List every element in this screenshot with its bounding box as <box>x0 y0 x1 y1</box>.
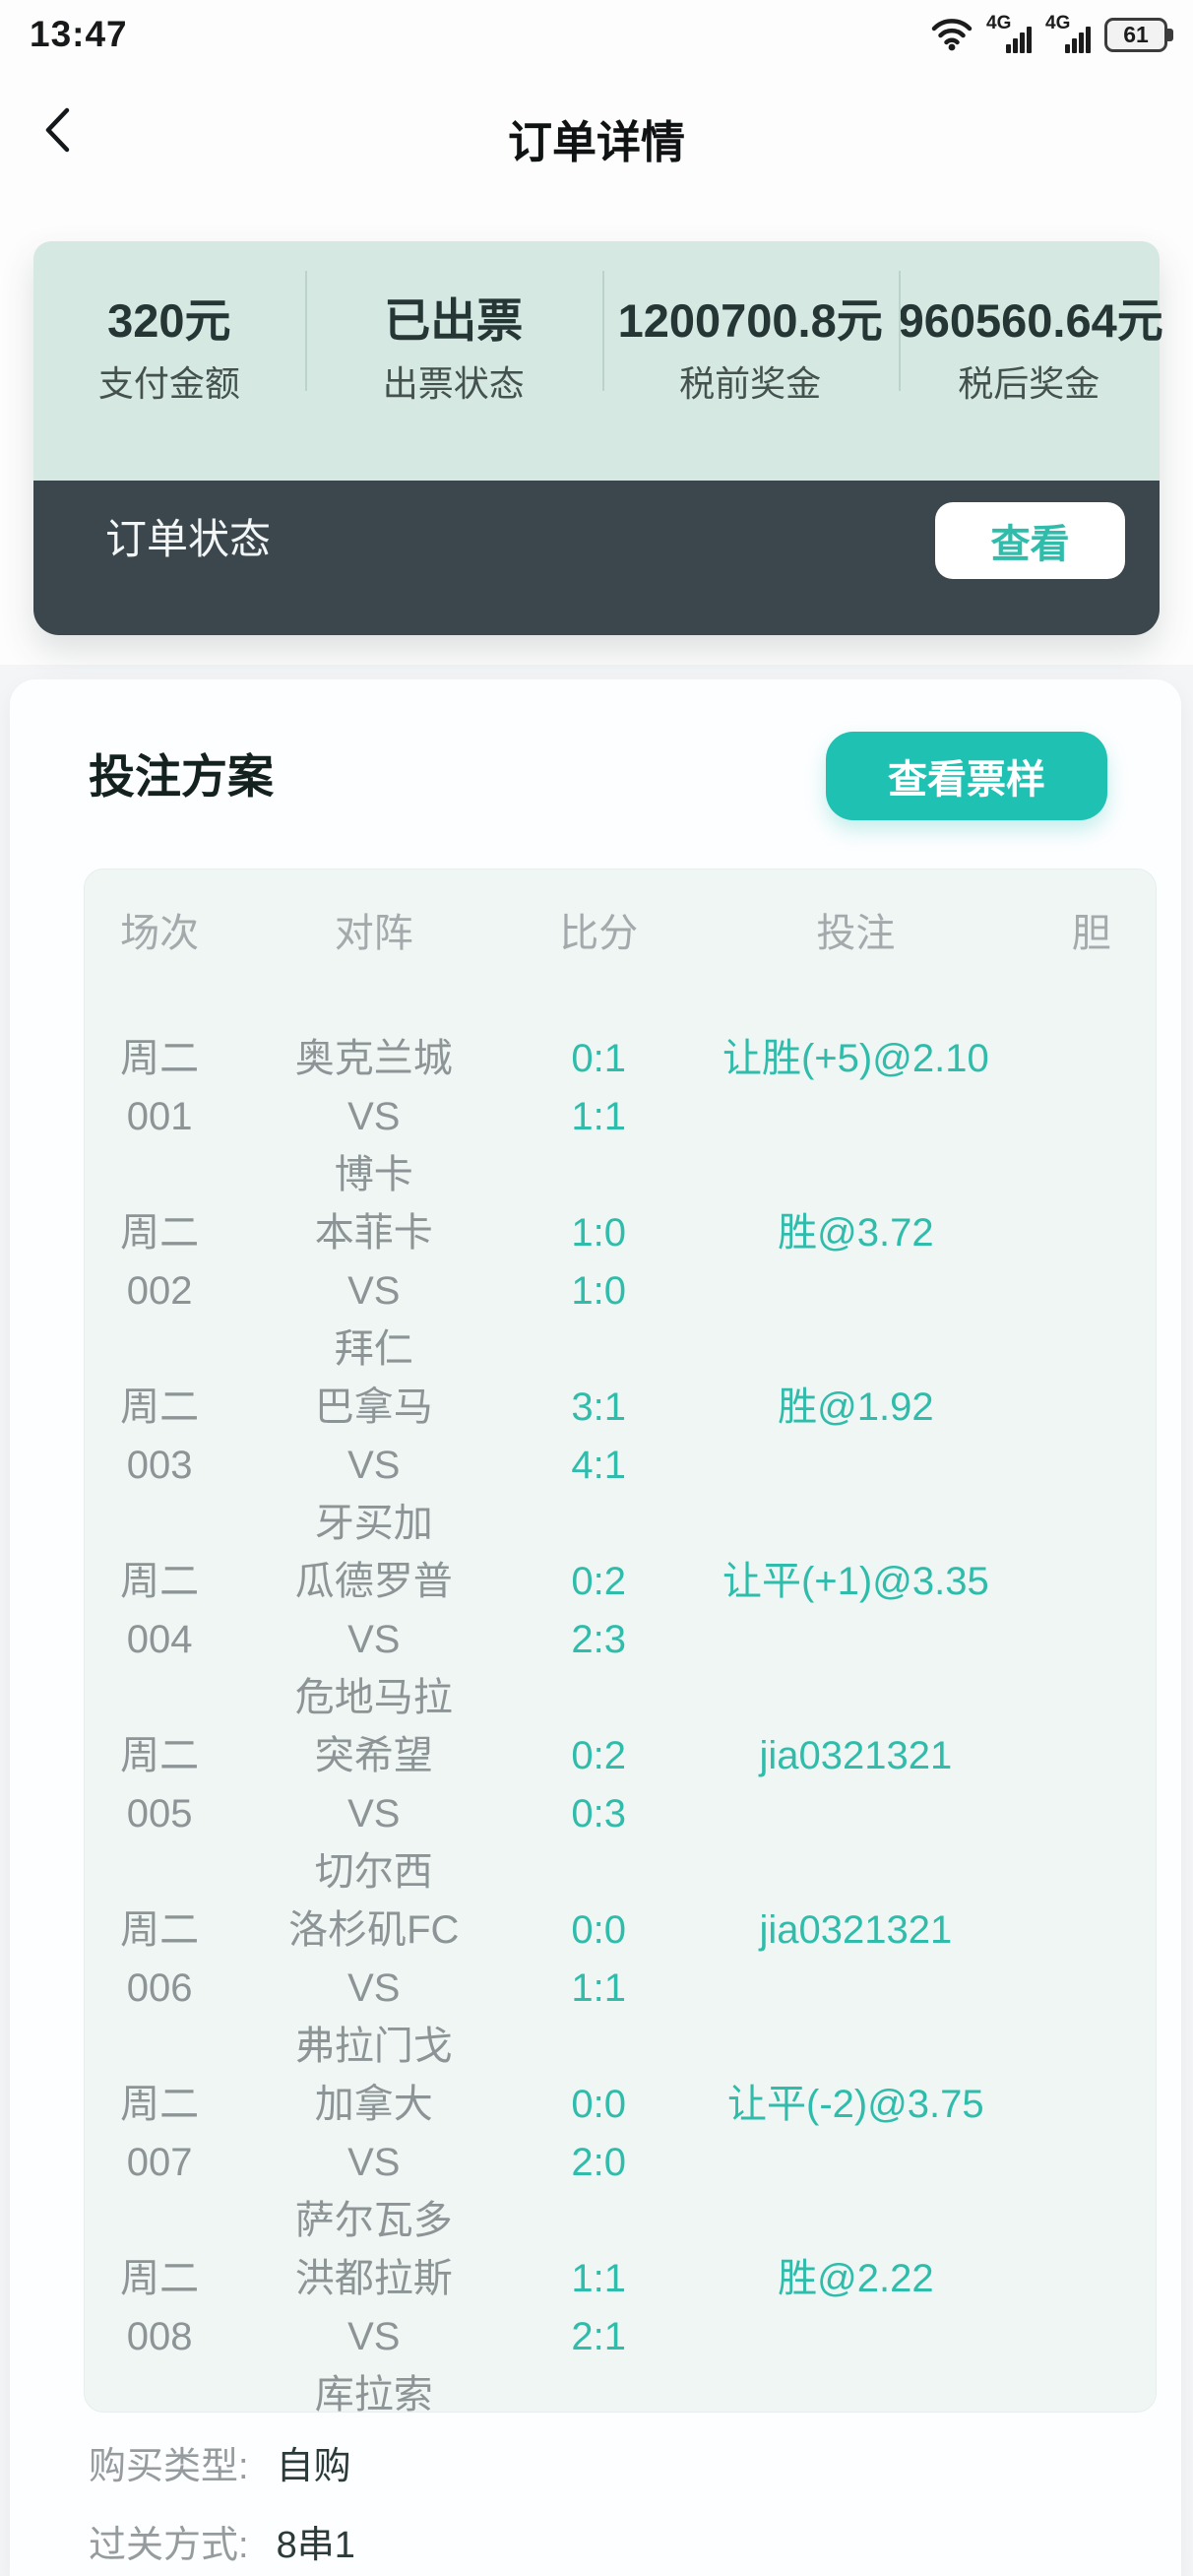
page-title: 订单详情 <box>507 117 685 167</box>
back-chevron-icon <box>39 105 79 160</box>
divider <box>305 271 307 391</box>
battery-level: 61 <box>1123 21 1149 47</box>
cell-score: 1:0 1:0 <box>571 1211 627 1313</box>
cell-dan <box>1027 2250 1156 2412</box>
cell-match: 周二 002 <box>120 1211 200 1313</box>
cell-teams: 突希望 VS 切尔西 <box>314 1734 433 1894</box>
cellular-4g-icon-2: 4G <box>1045 13 1093 56</box>
cell-score: 0:2 2:3 <box>571 1560 627 1661</box>
cell-bet: jia0321321 <box>759 1734 953 1777</box>
cell-dan <box>1027 1379 1156 1553</box>
divider <box>899 271 901 391</box>
table-row: 周二 002 本菲卡 VS 拜仁 1:0 1:0 胜@3.72 <box>85 1204 1156 1379</box>
stat-paid-amount: 320元 支付金额 <box>97 294 240 404</box>
cell-match: 周二 005 <box>120 1734 200 1835</box>
table-header-row: 场次 对阵 比分 投注 胆 <box>85 869 1156 963</box>
status-time: 13:47 <box>30 14 128 54</box>
divider <box>602 271 604 391</box>
pass-mode-label: 过关方式: <box>89 2525 249 2566</box>
header-teams: 对阵 <box>334 912 413 955</box>
cell-teams: 瓜德罗普 VS 危地马拉 <box>294 1560 453 1719</box>
cell-score: 0:2 0:3 <box>571 1734 627 1835</box>
cell-match: 周二 001 <box>120 1037 200 1138</box>
cell-dan <box>1027 1204 1156 1379</box>
table-row: 周二 004 瓜德罗普 VS 危地马拉 0:2 2:3 让平(+1)@3.35 <box>85 1553 1156 1727</box>
cell-dan <box>1027 1727 1156 1901</box>
cell-teams: 洛杉矶FC VS 弗拉门戈 <box>288 1908 460 2068</box>
pass-mode-value: 8串1 <box>276 2525 355 2566</box>
table-row: 周二 005 突希望 VS 切尔西 0:2 0:3 jia0321321 <box>85 1727 1156 1901</box>
table-row: 周二 008 洪都拉斯 VS 库拉索 1:1 2:1 胜@2.22 <box>85 2250 1156 2413</box>
view-ticket-sample-button[interactable]: 查看票样 <box>826 732 1107 820</box>
cell-bet: 胜@1.92 <box>778 1385 934 1429</box>
order-status-bar: 订单状态 查看 <box>33 481 1160 635</box>
cell-bet: 让平(+1)@3.35 <box>722 1560 989 1603</box>
cell-dan <box>1027 2076 1156 2250</box>
cellular-4g-icon-1: 4G <box>986 13 1034 56</box>
cell-bet: 让胜(+5)@2.10 <box>722 1037 989 1080</box>
header-match: 场次 <box>120 912 200 955</box>
bets-table: 场次 对阵 比分 投注 胆 周二 001 奥克兰城 VS 博卡 0:1 1:1 让胜(+5)@… <box>84 869 1157 2413</box>
back-button[interactable] <box>33 104 85 160</box>
cell-teams: 巴拿马 VS 牙买加 <box>314 1385 433 1545</box>
purchase-type-label: 购买类型: <box>89 2446 249 2487</box>
purchase-type-row: 购买类型: 自购 <box>89 2437 351 2496</box>
cell-match: 周二 008 <box>120 2257 200 2358</box>
summary-stats: 320元 支付金额 已出票 出票状态 1200700.8元 税前奖金 96056… <box>33 241 1163 481</box>
table-body: 周二 001 奥克兰城 VS 博卡 0:1 1:1 让胜(+5)@2.10 周二 002 本菲卡 VS… <box>85 1030 1156 2413</box>
header-score: 比分 <box>559 912 639 955</box>
cell-score: 1:1 2:1 <box>571 2257 627 2358</box>
table-row: 周二 007 加拿大 VS 萨尔瓦多 0:0 2:0 让平(-2)@3.75 <box>85 2076 1156 2250</box>
cell-match: 周二 006 <box>120 1908 200 2010</box>
status-icons: 4G 4G 61 <box>929 12 1173 57</box>
cell-bet: 胜@3.72 <box>778 1211 934 1255</box>
cell-dan <box>1027 1030 1156 1204</box>
cell-teams: 洪都拉斯 VS 库拉索 <box>294 2257 453 2413</box>
cell-bet: 让平(-2)@3.75 <box>727 2083 984 2126</box>
cell-score: 0:0 1:1 <box>571 1908 627 2010</box>
cell-score: 0:1 1:1 <box>571 1037 627 1138</box>
table-row: 周二 001 奥克兰城 VS 博卡 0:1 1:1 让胜(+5)@2.10 <box>85 1030 1156 1204</box>
battery-icon: 61 <box>1104 17 1173 52</box>
cell-teams: 奥克兰城 VS 博卡 <box>294 1037 453 1196</box>
order-status-label: 订单状态 <box>105 516 272 562</box>
stat-aftertax-prize: 960560.64元 税后奖金 <box>898 294 1163 404</box>
header-dan: 胆 <box>1071 912 1111 955</box>
cell-dan <box>1027 1901 1156 2076</box>
plan-section-title: 投注方案 <box>89 750 274 803</box>
cell-score: 0:0 2:0 <box>571 2083 627 2184</box>
pass-mode-row: 过关方式: 8串1 <box>89 2516 355 2575</box>
betting-plan-card: 投注方案 查看票样 场次 对阵 比分 投注 胆 周二 001 奥克兰城 VS 博卡 0:1… <box>10 679 1181 2576</box>
cell-score: 3:1 4:1 <box>571 1385 627 1487</box>
header-bet: 投注 <box>816 912 896 955</box>
cell-bet: 胜@2.22 <box>778 2257 934 2300</box>
purchase-type-value: 自购 <box>276 2446 351 2487</box>
cell-match: 周二 007 <box>120 2083 200 2184</box>
table-row: 周二 003 巴拿马 VS 牙买加 3:1 4:1 胜@1.92 <box>85 1379 1156 1553</box>
cell-teams: 加拿大 VS 萨尔瓦多 <box>294 2083 453 2242</box>
cell-teams: 本菲卡 VS 拜仁 <box>314 1211 433 1371</box>
cell-bet: jia0321321 <box>759 1908 953 1952</box>
wifi-icon <box>929 14 974 56</box>
cell-match: 周二 003 <box>120 1385 200 1487</box>
order-summary-card: 320元 支付金额 已出票 出票状态 1200700.8元 税前奖金 96056… <box>33 241 1163 635</box>
table-row: 周二 006 洛杉矶FC VS 弗拉门戈 0:0 1:1 jia0321321 <box>85 1901 1156 2076</box>
cell-match: 周二 004 <box>120 1560 200 1661</box>
stat-pretax-prize: 1200700.8元 税前奖金 <box>617 294 883 404</box>
cell-dan <box>1027 1553 1156 1727</box>
stat-ticket-status: 已出票 出票状态 <box>382 294 525 404</box>
view-order-status-button[interactable]: 查看 <box>935 502 1125 579</box>
